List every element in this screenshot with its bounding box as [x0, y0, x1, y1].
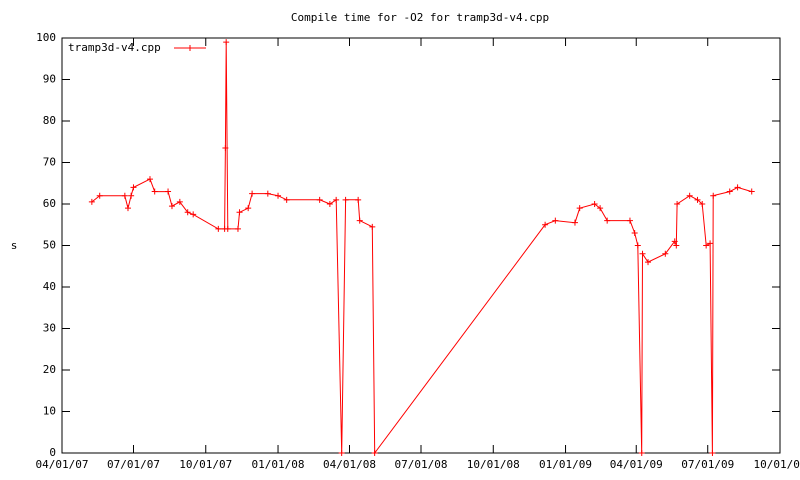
point-marker: [124, 205, 131, 212]
y-axis-label: s: [11, 239, 18, 252]
point-marker: [316, 196, 323, 203]
x-tick-label: 07/01/08: [395, 458, 448, 471]
point-marker: [726, 188, 733, 195]
point-marker: [356, 217, 363, 224]
x-tick-label: 10/01/07: [179, 458, 232, 471]
point-marker: [128, 192, 135, 199]
x-tick-label: 04/01/09: [610, 458, 663, 471]
legend-label: tramp3d-v4.cpp: [68, 41, 161, 54]
x-tick-label: 10/01/08: [467, 458, 520, 471]
point-marker: [342, 196, 349, 203]
point-marker: [190, 211, 197, 218]
y-tick-label: 50: [43, 239, 56, 252]
point-marker: [355, 196, 362, 203]
point-marker: [552, 217, 559, 224]
point-marker: [151, 188, 158, 195]
point-marker: [694, 196, 701, 203]
point-marker: [591, 201, 598, 207]
point-marker: [168, 203, 175, 210]
point-marker: [249, 190, 256, 197]
point-marker: [597, 205, 604, 212]
point-marker: [542, 221, 549, 228]
point-marker: [130, 184, 137, 191]
point-marker: [604, 217, 611, 224]
point-marker: [571, 219, 578, 226]
x-tick-label: 07/01/07: [107, 458, 160, 471]
point-marker: [686, 192, 693, 199]
y-tick-label: 40: [43, 280, 56, 293]
x-tick-label: 07/01/09: [681, 458, 734, 471]
point-marker: [338, 450, 345, 456]
point-marker: [626, 217, 633, 224]
point-marker: [699, 201, 706, 207]
point-marker: [224, 225, 231, 232]
y-tick-label: 60: [43, 197, 56, 210]
point-marker: [674, 201, 681, 207]
point-marker: [645, 259, 652, 266]
point-marker: [264, 190, 271, 197]
point-marker: [673, 242, 680, 249]
point-marker: [734, 184, 741, 191]
y-tick-label: 20: [43, 363, 56, 376]
point-marker: [165, 188, 172, 195]
y-tick-label: 80: [43, 114, 56, 127]
point-marker: [671, 238, 678, 245]
point-marker: [333, 196, 340, 203]
point-marker: [709, 450, 716, 456]
point-marker: [703, 242, 710, 249]
point-marker: [275, 192, 282, 199]
point-marker: [245, 205, 252, 212]
point-marker: [707, 240, 714, 247]
x-tick-label: 01/01/09: [539, 458, 592, 471]
point-marker: [215, 225, 222, 232]
point-marker: [222, 144, 229, 151]
point-marker: [223, 39, 230, 46]
point-marker: [638, 450, 645, 456]
x-tick-label: 01/01/08: [252, 458, 305, 471]
point-marker: [88, 198, 95, 205]
point-marker: [371, 450, 378, 456]
x-tick-label: 10/01/09: [754, 458, 800, 471]
point-marker: [236, 209, 243, 216]
point-marker: [369, 223, 376, 230]
y-tick-label: 70: [43, 156, 56, 169]
x-tick-label: 04/01/07: [36, 458, 89, 471]
point-marker: [634, 242, 641, 249]
point-marker: [662, 250, 669, 257]
chart-title: Compile time for -O2 for tramp3d-v4.cpp: [291, 11, 549, 24]
y-tick-label: 10: [43, 405, 56, 418]
point-marker: [639, 250, 646, 257]
x-tick-label: 04/01/08: [323, 458, 376, 471]
point-marker: [576, 205, 583, 212]
point-marker: [96, 192, 103, 199]
legend-marker: [187, 45, 193, 51]
point-marker: [184, 209, 191, 216]
point-marker: [121, 192, 128, 199]
y-tick-label: 0: [49, 446, 56, 459]
point-marker: [234, 225, 241, 232]
y-tick-label: 90: [43, 73, 56, 86]
point-marker: [176, 198, 183, 205]
point-marker: [283, 196, 290, 203]
point-marker: [326, 201, 333, 207]
point-marker: [710, 192, 717, 199]
y-tick-label: 30: [43, 322, 56, 335]
y-tick-label: 100: [36, 31, 56, 44]
point-marker: [631, 230, 638, 237]
point-marker: [748, 188, 755, 195]
point-marker: [146, 176, 153, 183]
